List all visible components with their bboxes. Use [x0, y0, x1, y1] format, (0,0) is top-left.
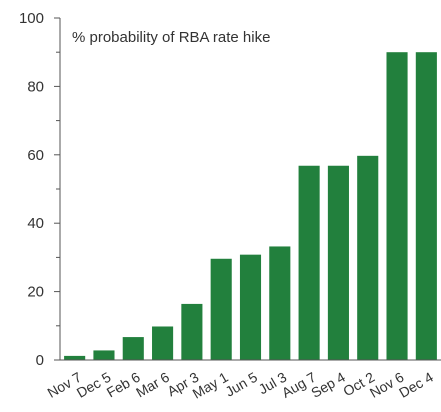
chart-annotation: % probability of RBA rate hike [72, 29, 270, 46]
bar [239, 254, 262, 360]
bar [181, 303, 203, 360]
bar [152, 326, 174, 360]
y-tick-label: 80 [27, 78, 44, 95]
bar [298, 165, 320, 360]
bar [122, 337, 144, 360]
y-tick-label: 40 [27, 215, 44, 232]
y-tick-label: 60 [27, 147, 44, 164]
bar [415, 52, 437, 360]
bars [64, 52, 437, 360]
bar [386, 52, 408, 360]
bar [93, 350, 115, 360]
y-tick-label: 100 [19, 10, 44, 27]
bar [64, 355, 86, 360]
bar [357, 155, 379, 360]
bar [327, 165, 349, 360]
y-tick-label: 20 [27, 284, 44, 301]
bar [210, 258, 232, 360]
bar [269, 246, 291, 360]
y-tick-label: 0 [36, 352, 44, 369]
y-axis: 0 20 40 60 80 100 [19, 10, 61, 369]
